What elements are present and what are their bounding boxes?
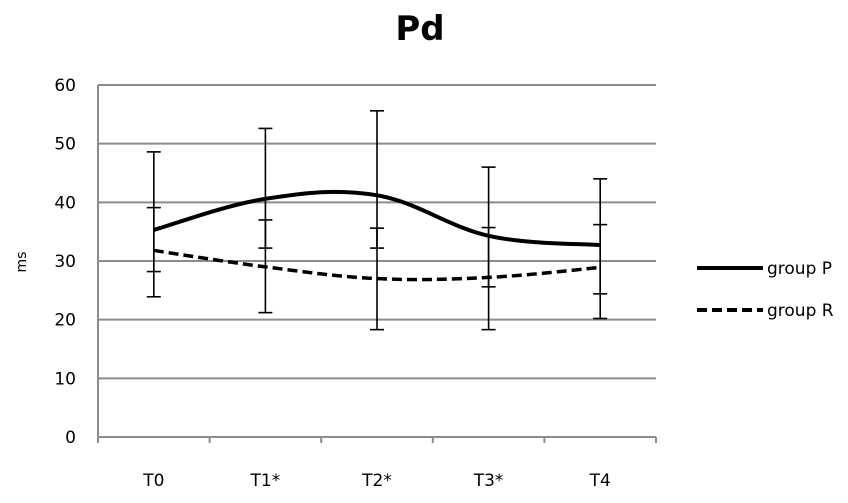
y-tick-label-50: 50 bbox=[54, 135, 76, 155]
legend: group P group R bbox=[697, 259, 834, 321]
y-tick-labels: 0 10 20 30 40 50 60 bbox=[54, 76, 76, 448]
chart-title: Pd bbox=[395, 9, 444, 49]
y-tick-label-30: 30 bbox=[54, 252, 76, 272]
y-tick-label-0: 0 bbox=[65, 428, 76, 448]
x-tick-label-0: T0 bbox=[142, 471, 164, 491]
legend-label-1: group R bbox=[767, 301, 834, 321]
x-tick-label-2: T2* bbox=[361, 471, 392, 491]
legend-label-0: group P bbox=[767, 259, 832, 279]
x-tick-label-3: T3* bbox=[473, 471, 504, 491]
y-tick-label-20: 20 bbox=[54, 311, 76, 331]
series-line-group-p bbox=[153, 189, 601, 248]
series-lines bbox=[153, 189, 601, 282]
series-line-group-r bbox=[153, 248, 601, 282]
x-tick-label-1: T1* bbox=[250, 471, 281, 491]
y-tick-label-60: 60 bbox=[54, 76, 76, 96]
y-tick-label-40: 40 bbox=[54, 193, 76, 213]
y-axis-label: ms bbox=[14, 252, 30, 273]
x-tick-label-4: T4 bbox=[589, 471, 611, 491]
x-tick-labels: T0 T1* T2* T3* T4 bbox=[142, 471, 611, 491]
error-bars bbox=[146, 110, 608, 331]
y-tick-label-10: 10 bbox=[54, 369, 76, 389]
